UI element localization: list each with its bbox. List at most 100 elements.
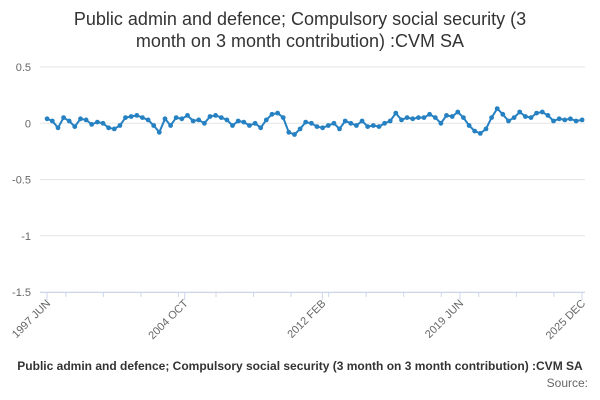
data-point[interactable]	[348, 120, 354, 126]
data-point[interactable]	[421, 115, 427, 120]
data-point[interactable]	[466, 123, 472, 128]
data-point[interactable]	[303, 119, 309, 125]
data-point[interactable]	[145, 117, 151, 123]
data-point[interactable]	[185, 113, 190, 118]
data-point[interactable]	[292, 132, 297, 137]
data-point[interactable]	[179, 116, 185, 122]
data-point[interactable]	[382, 120, 387, 126]
data-point[interactable]	[309, 120, 314, 126]
data-point[interactable]	[55, 125, 61, 131]
x-tick-label: 1997 JUN	[10, 298, 53, 341]
data-point[interactable]	[337, 126, 342, 132]
data-point[interactable]	[483, 126, 489, 132]
data-point[interactable]	[489, 115, 494, 120]
data-point[interactable]	[44, 116, 50, 122]
data-point[interactable]	[331, 120, 337, 126]
data-point[interactable]	[190, 118, 196, 124]
chart-title: Public admin and defence; Compulsory soc…	[0, 8, 600, 52]
data-point[interactable]	[61, 115, 66, 120]
data-point[interactable]	[173, 115, 179, 120]
data-point[interactable]	[539, 109, 545, 115]
data-point[interactable]	[140, 115, 145, 120]
data-point[interactable]	[404, 115, 410, 120]
data-point[interactable]	[365, 124, 371, 129]
data-point[interactable]	[534, 110, 539, 116]
data-point[interactable]	[78, 116, 83, 122]
data-point[interactable]	[252, 120, 258, 126]
data-point[interactable]	[100, 120, 106, 126]
data-point[interactable]	[477, 131, 483, 136]
data-point[interactable]	[280, 115, 286, 120]
data-point[interactable]	[95, 119, 100, 125]
data-point[interactable]	[89, 122, 95, 127]
data-point[interactable]	[275, 110, 280, 116]
data-point[interactable]	[213, 113, 219, 118]
data-point[interactable]	[247, 123, 252, 128]
data-point[interactable]	[568, 116, 573, 122]
data-point[interactable]	[49, 118, 55, 124]
data-point[interactable]	[506, 118, 511, 124]
data-point[interactable]	[545, 113, 551, 118]
data-point[interactable]	[218, 115, 224, 120]
data-point[interactable]	[528, 115, 534, 120]
data-point[interactable]	[111, 126, 117, 132]
data-point[interactable]	[123, 115, 128, 120]
data-point[interactable]	[359, 118, 365, 124]
data-point[interactable]	[320, 125, 325, 131]
data-point[interactable]	[297, 126, 303, 132]
data-point[interactable]	[241, 119, 247, 125]
data-point[interactable]	[314, 124, 320, 129]
data-point[interactable]	[472, 128, 478, 134]
data-point[interactable]	[399, 117, 404, 123]
data-point[interactable]	[106, 125, 111, 131]
data-point[interactable]	[455, 109, 461, 115]
data-point[interactable]	[523, 114, 528, 119]
data-point[interactable]	[579, 117, 585, 123]
data-point[interactable]	[376, 124, 382, 129]
data-point[interactable]	[263, 117, 269, 123]
data-point[interactable]	[134, 113, 140, 118]
data-point[interactable]	[202, 120, 207, 126]
data-point[interactable]	[494, 106, 500, 111]
data-point[interactable]	[511, 115, 517, 120]
data-point[interactable]	[416, 115, 421, 120]
data-point[interactable]	[432, 115, 438, 120]
data-point[interactable]	[556, 116, 562, 122]
data-point[interactable]	[269, 111, 275, 117]
data-point[interactable]	[461, 115, 466, 120]
data-point[interactable]	[207, 114, 213, 119]
data-point[interactable]	[156, 129, 162, 135]
data-point[interactable]	[168, 123, 174, 128]
data-point[interactable]	[117, 123, 123, 128]
data-point[interactable]	[370, 123, 376, 128]
data-point[interactable]	[230, 123, 235, 128]
data-point[interactable]	[444, 113, 449, 118]
data-point[interactable]	[551, 118, 556, 124]
x-tick-label: 2019 JUN	[423, 298, 466, 341]
data-point[interactable]	[517, 109, 523, 115]
data-point[interactable]	[427, 111, 432, 117]
data-point[interactable]	[258, 125, 264, 131]
data-point[interactable]	[128, 114, 134, 119]
data-point[interactable]	[500, 111, 506, 117]
data-point[interactable]	[393, 110, 399, 116]
data-point[interactable]	[387, 118, 393, 124]
data-point[interactable]	[66, 118, 72, 124]
data-point[interactable]	[438, 120, 444, 126]
data-point[interactable]	[196, 117, 202, 123]
data-point[interactable]	[342, 118, 348, 124]
data-point[interactable]	[573, 118, 579, 124]
data-point[interactable]	[410, 116, 416, 122]
data-point[interactable]	[72, 124, 78, 129]
data-point[interactable]	[449, 114, 455, 119]
data-point[interactable]	[151, 123, 157, 128]
data-point[interactable]	[562, 117, 568, 123]
data-point[interactable]	[83, 117, 89, 123]
data-point[interactable]	[325, 123, 331, 128]
data-point[interactable]	[354, 123, 359, 128]
data-point[interactable]	[235, 118, 241, 124]
data-point[interactable]	[224, 117, 230, 123]
data-point[interactable]	[286, 129, 292, 135]
data-point[interactable]	[162, 116, 168, 122]
